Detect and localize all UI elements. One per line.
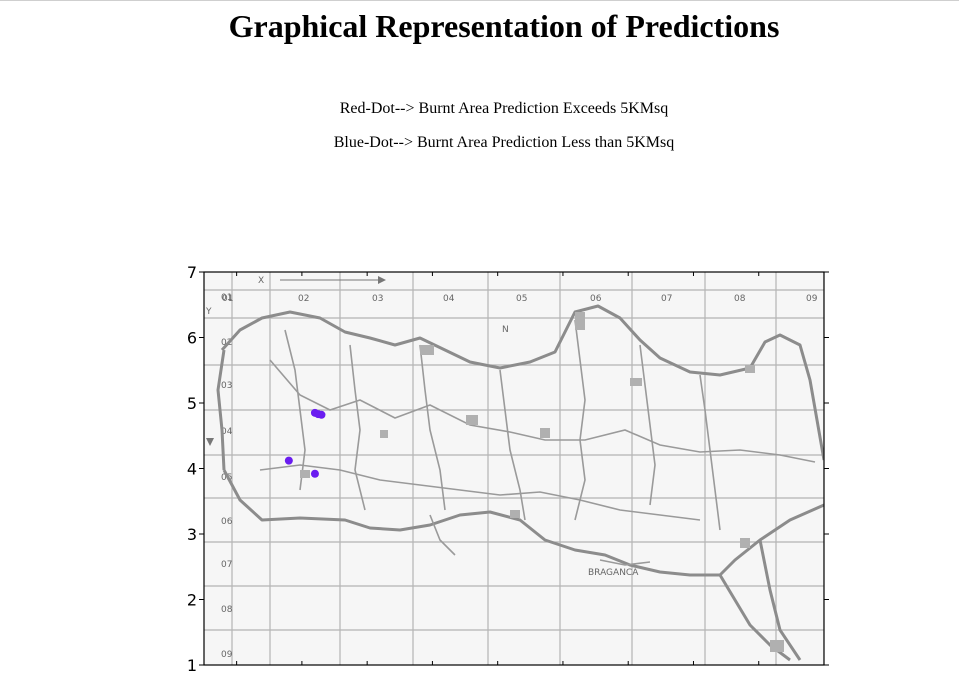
map-column-label: 02 — [298, 294, 309, 304]
y-tick-label: 5 — [187, 394, 197, 413]
prediction-points — [284, 408, 326, 478]
map-column-label: 06 — [590, 294, 602, 304]
y-axis: 1 2 3 4 5 6 7 — [187, 263, 829, 673]
map-row-label: 06 — [221, 517, 233, 527]
map-row-label: 03 — [221, 381, 232, 391]
y-tick-label: 3 — [187, 525, 197, 544]
prediction-point — [310, 469, 319, 478]
map-column-label: 05 — [516, 294, 527, 304]
prediction-point — [284, 456, 293, 465]
y-tick-label: 2 — [187, 591, 197, 610]
map-row-label: 09 — [221, 650, 233, 660]
map-column-label: 04 — [443, 294, 455, 304]
map-column-label: 08 — [734, 294, 746, 304]
prediction-point — [317, 410, 326, 419]
map-x-letter: X — [258, 276, 264, 286]
map-north-letter: N — [502, 325, 509, 335]
page-title: Graphical Representation of Predictions — [228, 8, 780, 44]
map-column-label: 07 — [661, 294, 672, 304]
map-row-label: 08 — [221, 605, 233, 615]
map-y-letter: Y — [205, 307, 212, 317]
legend-red-dot: Red-Dot--> Burnt Area Prediction Exceeds… — [339, 100, 669, 117]
top-rule — [0, 0, 959, 1]
map-column-label: 01 — [222, 294, 233, 304]
map-row-label: 04 — [221, 427, 233, 437]
map-town-label: BRAGANCA — [588, 568, 639, 578]
y-tick-label: 4 — [187, 460, 197, 479]
map-row-label: 01 — [221, 293, 232, 303]
y-tick-label: 6 — [187, 329, 197, 348]
map-column-label: 09 — [806, 294, 818, 304]
y-tick-label: 1 — [187, 656, 197, 673]
legend-blue-dot: Blue-Dot--> Burnt Area Prediction Less t… — [333, 134, 675, 151]
x-axis — [236, 272, 760, 665]
map-row-label: 07 — [221, 560, 232, 570]
map-column-label: 03 — [372, 294, 383, 304]
y-tick-label: 7 — [187, 263, 197, 282]
